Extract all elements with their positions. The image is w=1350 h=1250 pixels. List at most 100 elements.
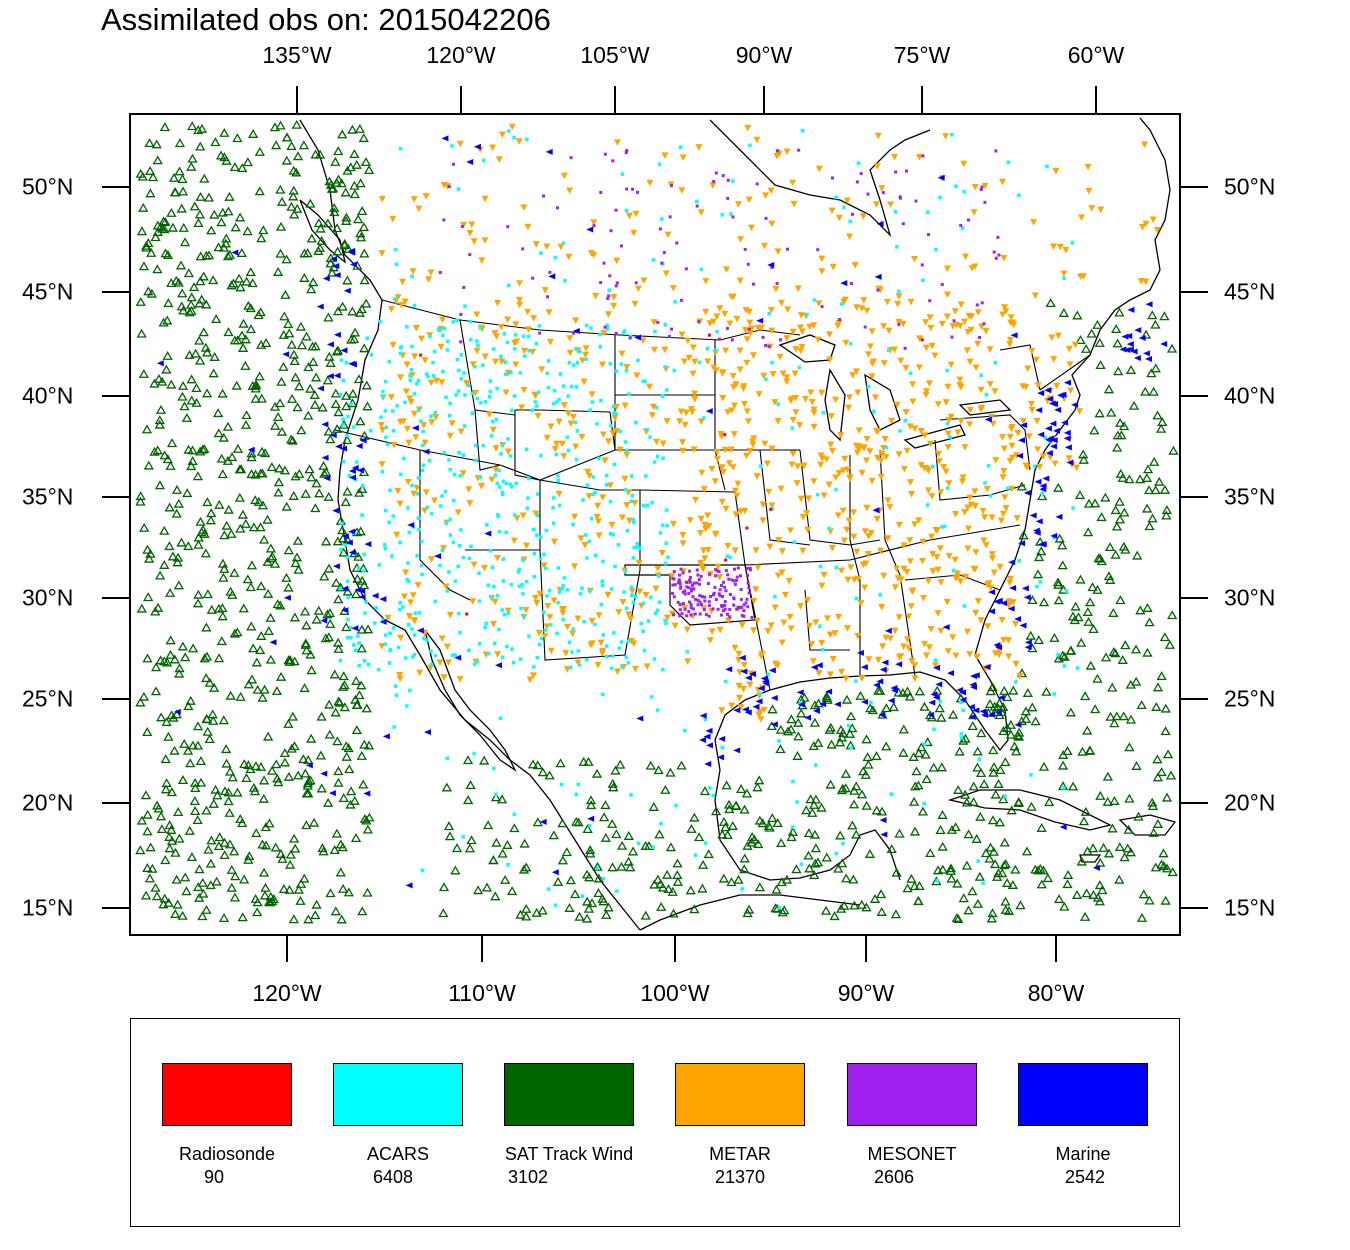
sat-wind-marker: [223, 206, 234, 216]
sat-wind-marker: [821, 693, 833, 703]
acars-marker: [362, 569, 366, 573]
metar-marker: [415, 205, 423, 213]
metar-marker: [1000, 445, 1008, 453]
acars-marker: [549, 623, 553, 627]
acars-marker: [424, 372, 429, 376]
metar-marker: [743, 408, 751, 415]
acars-marker: [585, 323, 589, 328]
metar-marker: [980, 537, 988, 544]
sat-wind-marker: [209, 682, 220, 692]
metar-marker: [684, 337, 692, 345]
sat-wind-marker: [515, 909, 526, 919]
mesonet-marker: [693, 612, 697, 616]
sat-wind-marker: [1026, 801, 1037, 811]
sat-wind-marker: [909, 826, 921, 836]
sat-wind-marker: [221, 758, 232, 768]
metar-marker: [658, 550, 666, 557]
metar-marker: [895, 614, 903, 621]
marine-marker: [699, 712, 707, 719]
acars-marker: [666, 555, 670, 560]
metar-marker: [796, 324, 804, 331]
metar-marker: [835, 614, 843, 621]
legend-label: ACARS: [366, 1144, 430, 1164]
acars-marker: [457, 368, 461, 373]
acars-marker: [841, 841, 845, 846]
mesonet-marker: [699, 603, 703, 607]
acars-marker: [612, 631, 616, 635]
metar-marker: [582, 345, 590, 352]
metar-marker: [414, 582, 422, 589]
metar-marker: [997, 517, 1005, 525]
metar-marker: [627, 615, 635, 623]
mesonet-marker: [712, 593, 716, 597]
acars-marker: [889, 792, 894, 797]
sat-wind-marker: [187, 740, 199, 750]
metar-marker: [646, 179, 654, 187]
sat-wind-marker: [198, 327, 209, 337]
mesonet-marker: [718, 588, 722, 592]
mesonet-marker: [698, 594, 702, 598]
acars-marker: [813, 763, 818, 767]
metar-marker: [862, 457, 870, 464]
marine-marker: [371, 592, 379, 599]
sat-wind-marker: [286, 201, 297, 211]
metar-marker: [847, 564, 855, 571]
sat-wind-marker: [180, 872, 191, 882]
metar-marker: [701, 555, 709, 562]
acars-marker: [552, 388, 557, 393]
metar-marker: [631, 300, 639, 308]
sat-wind-marker: [331, 828, 343, 838]
metar-marker: [937, 627, 945, 635]
sat-wind-marker: [135, 168, 146, 178]
sat-wind-marker: [1013, 796, 1024, 806]
sat-wind-marker: [441, 782, 452, 792]
left-lat-label: 15°N: [22, 894, 74, 921]
marine-marker: [156, 360, 164, 367]
sat-wind-marker: [357, 206, 368, 216]
sat-wind-marker: [1102, 796, 1113, 806]
metar-marker: [595, 532, 603, 539]
marine-marker: [358, 593, 366, 600]
metar-marker: [754, 325, 762, 332]
mesonet-marker: [667, 335, 671, 339]
marine-marker: [1029, 512, 1037, 519]
metar-marker: [677, 408, 685, 416]
metar-marker: [900, 465, 908, 473]
metar-marker: [872, 201, 880, 208]
mesonet-marker: [691, 607, 695, 611]
acars-marker: [483, 400, 488, 404]
acars-marker: [461, 835, 465, 839]
sat-wind-marker: [591, 768, 603, 778]
sat-wind-marker: [717, 829, 728, 839]
metar-marker: [663, 418, 671, 425]
sat-wind-marker: [339, 238, 350, 248]
sat-wind-marker: [187, 445, 198, 455]
sat-wind-marker: [196, 123, 208, 133]
metar-marker: [1009, 319, 1017, 327]
metar-marker: [1007, 575, 1015, 583]
acars-marker: [394, 693, 399, 697]
metar-marker: [689, 370, 697, 378]
acars-marker: [633, 594, 638, 598]
metar-marker: [839, 467, 847, 474]
metar-marker: [858, 305, 866, 312]
mesonet-marker: [662, 251, 666, 255]
acars-marker: [776, 402, 780, 406]
metar-marker: [968, 265, 976, 272]
acars-marker: [357, 641, 361, 645]
sat-wind-marker: [292, 535, 304, 545]
sat-wind-marker: [1059, 901, 1070, 911]
sat-wind-marker: [1096, 512, 1107, 522]
sat-wind-marker: [1090, 704, 1101, 714]
acars-marker: [983, 481, 987, 485]
sat-wind-marker: [686, 823, 697, 833]
metar-marker: [597, 639, 605, 647]
metar-marker: [1008, 423, 1016, 431]
sat-wind-marker: [1053, 595, 1064, 605]
sat-wind-marker: [1065, 645, 1076, 655]
sat-wind-marker: [586, 898, 598, 908]
metar-marker: [799, 513, 807, 521]
sat-wind-marker: [654, 829, 665, 839]
metar-marker: [788, 461, 796, 468]
metar-marker: [649, 403, 657, 411]
